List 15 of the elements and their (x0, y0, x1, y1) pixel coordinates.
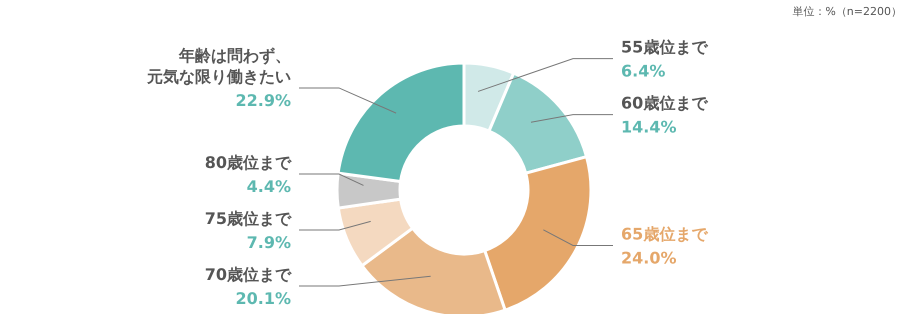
slice-label: 60歳位まで (621, 94, 708, 113)
slice-label: 65歳位まで (621, 224, 708, 244)
data-label: 6.4% (621, 62, 666, 81)
slice-label: 70歳位まで (204, 265, 292, 284)
data-label: 14.4% (621, 118, 677, 137)
data-label: 7.9% (246, 233, 291, 252)
slice-label: 80歳位まで (204, 153, 292, 172)
data-label: 22.9% (235, 90, 291, 110)
text: 単位：%（n=2200） (792, 4, 902, 19)
data-label: 24.0% (621, 248, 677, 268)
slice-label: 75歳位まで (204, 209, 292, 228)
data-label: 20.1% (235, 289, 291, 308)
slice-label: 55歳位まで (621, 38, 708, 57)
slice-label: 年齢は問わず、元気な限り働きたい (146, 46, 291, 86)
data-label: 4.4% (246, 177, 291, 196)
